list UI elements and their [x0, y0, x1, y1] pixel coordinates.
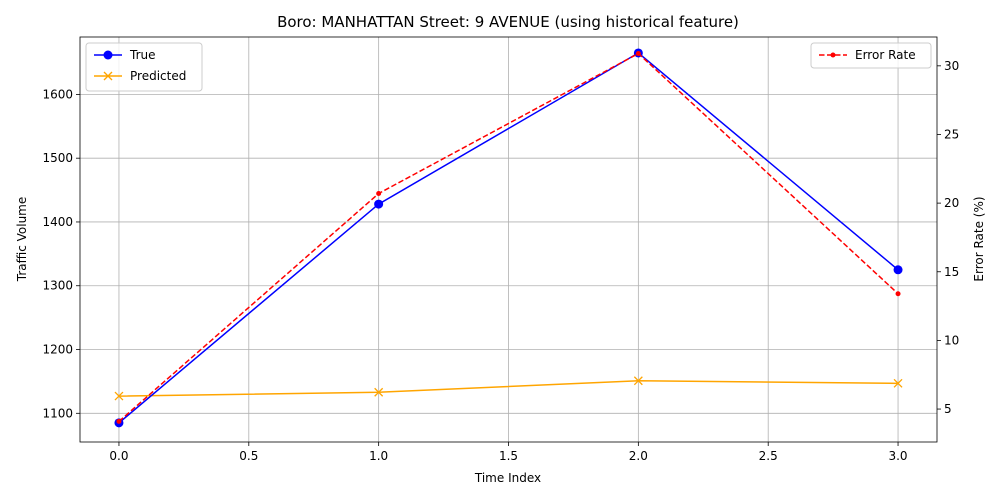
legend-marker-error-rate: [830, 52, 836, 58]
series-predicted: [114, 376, 903, 401]
x-marker-stroke: [633, 376, 643, 386]
x-tick-label: 1.5: [499, 449, 518, 463]
y-tick-label: 1600: [42, 87, 73, 101]
x-tick-label: 2.0: [629, 449, 648, 463]
data-point-predicted: [893, 378, 903, 388]
grid: [80, 37, 937, 442]
y-tick-label: 1400: [42, 215, 73, 229]
x-tick-label: 2.5: [759, 449, 778, 463]
legend-entry-true: True: [94, 48, 156, 62]
y-tick-label: 1200: [42, 343, 73, 357]
x-tick-label: 0.0: [109, 449, 128, 463]
y2-tick-label: 15: [944, 265, 959, 279]
data-point-predicted: [114, 391, 124, 401]
legend-marker-true: [103, 50, 113, 60]
data-point-true: [374, 199, 384, 209]
legend-frame: [810, 42, 932, 69]
x-marker-stroke: [114, 391, 124, 401]
y-axis-left: 1100 1200 1300 1400 1500 1600: [42, 87, 80, 420]
legend-right: Error Rate: [810, 42, 932, 69]
y-axis-right: 5 10 15 20 25 30: [937, 59, 959, 416]
x-marker-stroke: [893, 378, 903, 388]
x-marker-stroke: [103, 71, 113, 81]
y2-tick-label: 25: [944, 127, 959, 141]
y2-tick-label: 20: [944, 196, 959, 210]
data-point-predicted: [374, 387, 384, 397]
series-layer: [114, 48, 903, 428]
x-tick-label: 3.0: [888, 449, 907, 463]
series-line-error-rate: [118, 52, 899, 422]
y-tick-label: 1100: [42, 406, 73, 420]
legend-marker-predicted: [103, 71, 113, 81]
data-point-error-rate: [895, 291, 901, 297]
legend-label-predicted: Predicted: [130, 69, 186, 83]
x-tick-label: 1.0: [369, 449, 388, 463]
x-marker-stroke: [374, 387, 384, 397]
legend-entry-error-rate: Error Rate: [819, 48, 916, 62]
y2-axis-label: Error Rate (%): [972, 196, 986, 281]
data-point-predicted: [633, 376, 643, 386]
chart-title: Boro: MANHATTAN Street: 9 AVENUE (using …: [277, 13, 739, 31]
data-point-error-rate: [635, 50, 641, 56]
x-axis: 0.0 0.5 1.0 1.5 2.0 2.5 3.0: [109, 442, 908, 463]
y-axis-label: Traffic Volume: [15, 197, 29, 283]
series-line-true: [118, 52, 899, 424]
legend-label-true: True: [129, 48, 156, 62]
data-point-error-rate: [376, 191, 382, 197]
legend-entry-predicted: Predicted: [94, 69, 186, 83]
y2-tick-label: 30: [944, 59, 959, 73]
data-point-error-rate: [116, 418, 122, 424]
x-tick-label: 0.5: [239, 449, 258, 463]
legend-left: True Predicted: [85, 42, 203, 92]
series-error-rate: [116, 50, 901, 424]
y-tick-label: 1500: [42, 151, 73, 165]
legend-label-error-rate: Error Rate: [855, 48, 916, 62]
y-tick-label: 1300: [42, 279, 73, 293]
series-line-predicted: [118, 380, 899, 397]
x-axis-label: Time Index: [474, 471, 541, 485]
data-point-true: [893, 265, 903, 275]
y2-tick-label: 10: [944, 333, 959, 347]
y2-tick-label: 5: [944, 402, 952, 416]
